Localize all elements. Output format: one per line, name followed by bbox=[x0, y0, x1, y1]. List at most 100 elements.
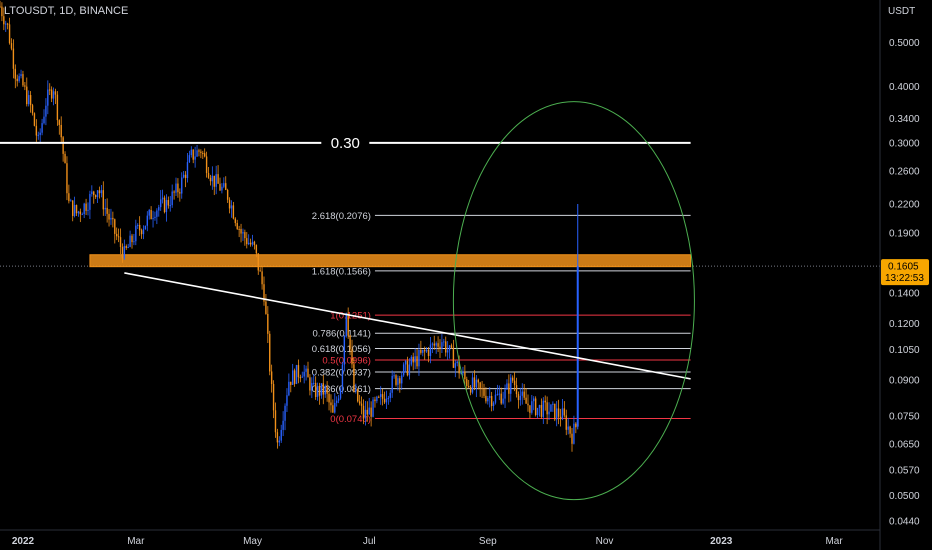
candle-body bbox=[381, 394, 384, 399]
candle-body bbox=[150, 209, 152, 220]
price-tick-label: 0.4000 bbox=[889, 82, 920, 93]
candle-body bbox=[552, 403, 554, 405]
candle-body bbox=[159, 199, 162, 208]
candle-body bbox=[293, 370, 296, 384]
candle-body bbox=[156, 210, 158, 217]
candle-body bbox=[295, 365, 298, 384]
candle-body bbox=[515, 385, 518, 395]
candle-body bbox=[274, 410, 277, 433]
candle-body bbox=[555, 408, 558, 420]
candle-body bbox=[324, 386, 326, 395]
candle-body bbox=[523, 391, 525, 398]
candle-body bbox=[418, 349, 420, 367]
candle-body bbox=[536, 407, 539, 416]
candle-body bbox=[167, 200, 170, 206]
candle-body bbox=[35, 125, 38, 136]
trendline[interactable] bbox=[124, 272, 691, 380]
candle-body bbox=[496, 394, 499, 396]
candle-body bbox=[320, 383, 323, 396]
time-tick-label: Mar bbox=[127, 536, 145, 547]
candle-body bbox=[347, 313, 349, 336]
candle-body bbox=[561, 408, 564, 420]
candle-body bbox=[372, 399, 374, 417]
price-tick-label: 0.3400 bbox=[889, 114, 920, 125]
candle-body bbox=[10, 43, 13, 49]
fib-level-label: 0(0.0740) bbox=[330, 414, 371, 425]
symbol-header[interactable]: LTOUSDT, 1D, BINANCE bbox=[4, 5, 128, 17]
candle-body bbox=[71, 200, 74, 216]
candle-body bbox=[299, 377, 302, 379]
highlight-ellipse[interactable] bbox=[452, 101, 695, 501]
candle-body bbox=[445, 341, 447, 353]
candle-body bbox=[376, 396, 378, 402]
candle-body bbox=[469, 387, 472, 393]
candle-body bbox=[263, 284, 265, 302]
candle-body bbox=[422, 349, 424, 353]
candle-body bbox=[366, 409, 369, 415]
candle-body bbox=[194, 156, 196, 160]
candle-body bbox=[479, 382, 481, 389]
candle-body bbox=[228, 199, 231, 209]
candle-body bbox=[439, 346, 441, 349]
candle-body bbox=[490, 396, 493, 406]
price-tick-label: 0.0750 bbox=[889, 411, 920, 422]
candle-body bbox=[234, 218, 237, 224]
candle-body bbox=[135, 225, 137, 242]
price-tick-label: 0.5000 bbox=[889, 38, 920, 49]
candle-body bbox=[39, 132, 41, 135]
candle-body bbox=[140, 230, 143, 235]
candle-body bbox=[307, 368, 309, 378]
candle-body bbox=[8, 24, 11, 44]
candle-body bbox=[370, 407, 372, 417]
resistance-zone[interactable] bbox=[89, 254, 692, 268]
candle-body bbox=[330, 402, 332, 406]
candle-body bbox=[410, 356, 413, 365]
candle-body bbox=[533, 398, 535, 402]
drawing-lines-layer: 0.30 bbox=[0, 101, 695, 501]
candle-body bbox=[200, 151, 202, 153]
fib-level-label: 0.618(0.1056) bbox=[312, 344, 371, 355]
price-tick-label: 0.3000 bbox=[889, 138, 920, 149]
candle-body bbox=[531, 401, 533, 413]
candle-body bbox=[408, 364, 411, 376]
candle-body bbox=[85, 203, 87, 211]
candle-body bbox=[548, 411, 550, 415]
candle-body bbox=[221, 186, 223, 191]
candle-body bbox=[207, 173, 210, 178]
candle-body bbox=[456, 361, 458, 364]
candle-body bbox=[1, 6, 3, 17]
candle-body bbox=[492, 402, 495, 406]
candle-body bbox=[540, 405, 543, 417]
price-tick-label: 0.0570 bbox=[889, 465, 920, 476]
candle-body bbox=[351, 349, 353, 365]
candle-body bbox=[148, 209, 150, 216]
candle-body bbox=[112, 217, 114, 220]
last-price-badge bbox=[881, 259, 929, 286]
candle-body bbox=[448, 345, 451, 351]
candle-body bbox=[33, 113, 36, 126]
candle-body bbox=[137, 224, 139, 226]
candle-body bbox=[391, 375, 393, 393]
candles-layer bbox=[0, 0, 579, 452]
candle-body bbox=[50, 89, 53, 99]
time-tick-label: Mar bbox=[825, 536, 843, 547]
candle-body bbox=[326, 386, 328, 394]
candle-body bbox=[311, 382, 313, 391]
candle-body bbox=[190, 149, 193, 156]
candle-body bbox=[56, 94, 59, 121]
candle-body bbox=[290, 381, 292, 385]
candle-body bbox=[425, 349, 428, 352]
candle-body bbox=[358, 401, 361, 404]
candle-body bbox=[83, 203, 85, 215]
candle-body bbox=[211, 175, 214, 182]
candle-body bbox=[487, 397, 489, 402]
candle-body bbox=[510, 377, 512, 394]
candle-body bbox=[385, 398, 388, 403]
candle-body bbox=[175, 183, 177, 193]
candle-body bbox=[146, 215, 149, 226]
candle-body bbox=[75, 204, 78, 214]
candle-body bbox=[441, 342, 443, 349]
candle-body bbox=[104, 207, 106, 210]
